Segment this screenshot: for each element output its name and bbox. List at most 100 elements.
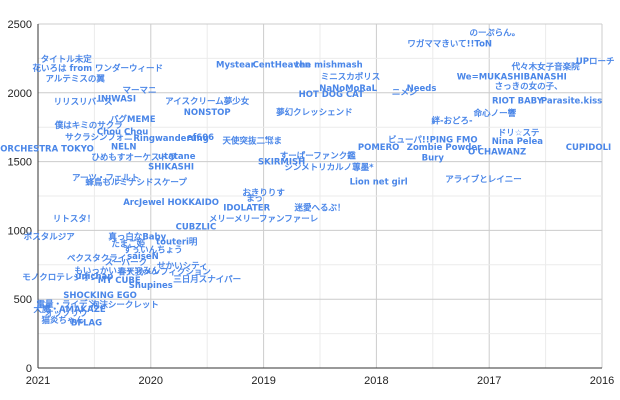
- data-point-label: たまご姫: [111, 238, 145, 249]
- data-point-label: せかいシティ: [157, 261, 208, 271]
- data-point-label: ニメシ: [392, 88, 418, 98]
- data-point-label: CUBZLIC: [176, 222, 217, 232]
- data-point-label: 天使突抜二㌖ま: [223, 135, 283, 146]
- data-point-label: おきりりす: [242, 189, 285, 199]
- y-tick-label: 2000: [8, 88, 32, 100]
- x-tick-label: 2021: [26, 375, 50, 387]
- data-point-label: まっ: [246, 194, 263, 204]
- data-point-label: Shupines: [129, 281, 173, 291]
- data-point-label: UPローチ: [576, 57, 615, 67]
- data-point-label: ワガママきいて!!ToN: [407, 38, 492, 49]
- y-tick-label: 0: [26, 363, 32, 375]
- data-point-label: NONSTOP: [184, 108, 231, 118]
- data-point-label: アーツ・フェルト: [72, 173, 139, 183]
- data-point-label: NELN: [111, 142, 136, 152]
- data-point-label: Parasite.kiss: [541, 96, 602, 106]
- data-point-label: saiseN: [127, 252, 159, 262]
- data-point-label: サクラシンフォニ: [65, 132, 133, 143]
- data-point-label: 夢幻クレッシェンド: [276, 107, 353, 118]
- data-point-label: NaNoMoRaL: [319, 84, 377, 94]
- data-point-label: 電量・ライデン: [36, 299, 96, 310]
- data-point-label: バグMEME: [110, 114, 156, 125]
- data-point-label: MY CUBE: [98, 276, 141, 286]
- data-point-label: O'CHAWANZ: [468, 147, 526, 157]
- data-point-label: 花いろは from ワンダーウィード: [33, 63, 164, 74]
- data-point-label: 春天我メンフィクション: [117, 267, 212, 278]
- data-point-label: 大魔・AMAKAZE: [33, 304, 105, 315]
- data-point-label: タイトル未定: [41, 54, 93, 65]
- data-point-label: すーぱーファンク鑑: [280, 150, 356, 161]
- data-point-label: Needs: [407, 84, 437, 94]
- data-point-label: 代々木女子音楽院: [511, 62, 581, 73]
- data-point-label: touteri明: [156, 237, 198, 247]
- data-point-label: さっきの女の子、: [495, 81, 563, 92]
- data-point-label: BFLAG: [71, 319, 102, 329]
- data-point-label: 命心ノー響: [473, 108, 517, 119]
- data-point-label: 猫炎ちゃん: [41, 315, 85, 326]
- x-tick-label: 2017: [477, 375, 501, 387]
- data-point-label: ひめもすオーケストラ: [91, 153, 176, 163]
- x-tick-label: 2018: [364, 375, 388, 387]
- x-tick-label: 2016: [590, 375, 614, 387]
- data-point-label: 絆-おどろ-: [431, 115, 473, 126]
- y-tick-label: 1000: [8, 225, 32, 237]
- y-tick-label: 500: [14, 294, 32, 306]
- data-point-label: リリスリバース: [54, 97, 113, 108]
- data-point-label: ビューパ!!PING FMO: [388, 135, 478, 146]
- data-point-label: オッソリウ: [45, 309, 88, 319]
- data-point-label: リトスタ！: [53, 214, 96, 225]
- data-point-label: INIWASI: [98, 94, 136, 104]
- data-point-label: メリーメリーファンファーレ: [209, 215, 318, 225]
- x-tick-label: 2020: [139, 375, 163, 387]
- data-point-label: the mishmash: [295, 61, 362, 71]
- data-point-label: Mystear: [216, 61, 256, 71]
- data-point-label: 真っ白なBaby: [108, 232, 166, 243]
- data-point-label: utatane: [158, 152, 196, 162]
- data-point-label: unichap: [75, 272, 113, 282]
- data-point-label: 三日月スナイパー: [173, 274, 241, 285]
- data-point-label: SHIKASHI: [148, 162, 194, 172]
- data-point-label: ベクスタクライ: [67, 253, 126, 264]
- data-point-label: すぅいんちょう: [123, 246, 182, 256]
- data-point-label: アライブとレイニー: [445, 174, 522, 185]
- data-point-label: CUPIDOLI: [566, 143, 611, 153]
- data-point-label: Nina Pelea: [492, 137, 543, 147]
- data-point-label: シンメトリカルノ蓴墨*: [284, 162, 374, 173]
- data-point-label: スーパーク: [105, 257, 147, 268]
- data-point-label: もいっかいニャンみん: [75, 266, 160, 276]
- data-point-label: ArcJewel HOKKAIDO: [123, 198, 219, 208]
- data-point-label: モノクロテレジオン: [22, 272, 99, 283]
- data-point-label: POMERO: [358, 143, 400, 153]
- data-point-label: SKIRMISH: [258, 158, 305, 168]
- data-point-label: Ringwanderung: [133, 134, 208, 144]
- data-point-label: ef606: [187, 133, 214, 143]
- axes: [37, 24, 602, 369]
- data-point-label: 蜂鳥もルミナシドスケープ: [85, 177, 187, 188]
- data-point-label: のーぷらん。: [470, 28, 521, 38]
- data-point-label: マーマニ: [123, 86, 157, 96]
- data-point-label: アルテミスの翼: [46, 73, 106, 84]
- data-point-label: SHOCKING EGO: [63, 291, 137, 301]
- y-tick-label: 2500: [8, 19, 32, 31]
- data-point-label: Lion net girl: [350, 178, 408, 188]
- data-point-label: 僕はキミのサクラ: [54, 120, 123, 131]
- y-tick-label: 1500: [8, 157, 32, 169]
- tick-labels: 2021 2020 2019 2018 2017 2016 0 500 1000 1500 2000…: [8, 19, 615, 387]
- data-point-label: アイスクリーム夢少女: [165, 96, 250, 107]
- data-point-label: CentHeaven: [253, 61, 311, 71]
- data-point-label: ミニスカポリス: [321, 71, 381, 82]
- data-point-label: ポスタルジア: [24, 232, 76, 243]
- data-point-label: Bury: [422, 153, 445, 163]
- data-point-label: 泡沫シークレット: [91, 300, 159, 311]
- data-point-label: Chou Chou: [97, 127, 148, 137]
- data-point-label: ORCHESTRA TOKYO: [0, 145, 94, 155]
- x-tick-label: 2019: [251, 375, 275, 387]
- data-point-label: We=MUKASHIBANASHI: [457, 72, 567, 82]
- data-point-label: ドリ☆ステ: [498, 129, 540, 139]
- data-point-label: IDOLATER: [223, 204, 270, 214]
- data-point-label: HOT DOG CAT: [299, 90, 364, 100]
- data-point-label: RIOT BABY: [492, 96, 544, 106]
- data-point-label: 迷愛へるぶ！: [293, 203, 345, 214]
